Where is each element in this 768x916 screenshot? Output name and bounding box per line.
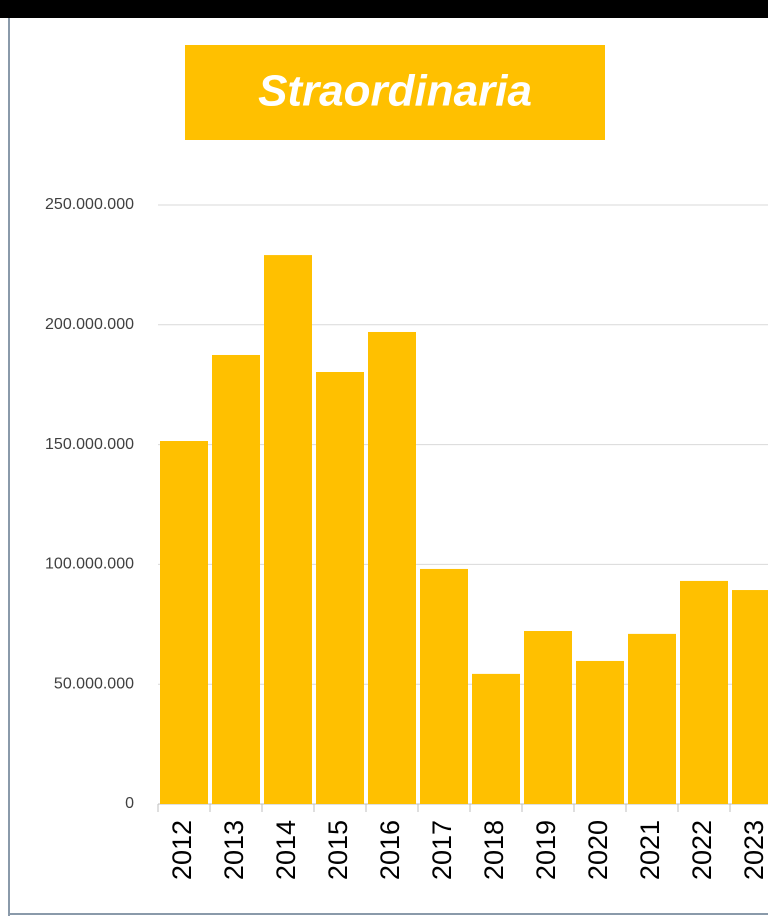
x-tick-label: 2017 <box>427 820 457 880</box>
x-tick-label: 2015 <box>323 820 353 880</box>
x-tick-label: 2013 <box>219 820 249 880</box>
bar <box>524 631 572 804</box>
y-tick-label: 250.000.000 <box>45 196 134 213</box>
bar <box>264 255 312 804</box>
title-box <box>185 45 605 140</box>
x-tick-label: 2023 <box>739 820 768 880</box>
x-tick-label: 2012 <box>167 820 197 880</box>
x-tick-label: 2014 <box>271 820 301 880</box>
top-bar <box>0 0 768 18</box>
y-tick-label: 200.000.000 <box>45 316 134 333</box>
x-tick-label: 2018 <box>479 820 509 880</box>
bar <box>472 673 520 804</box>
x-tick-label: 2019 <box>531 820 561 880</box>
bar <box>680 580 728 804</box>
y-tick-label: 150.000.000 <box>45 436 134 453</box>
x-tick-label: 2020 <box>583 820 613 880</box>
bar <box>420 568 468 804</box>
bar <box>212 354 260 804</box>
y-tick-label: 0 <box>125 795 134 812</box>
bar <box>576 660 624 804</box>
x-tick-label: 2016 <box>375 820 405 880</box>
x-tick-label: 2021 <box>635 820 665 880</box>
bar <box>160 441 208 804</box>
y-tick-label: 50.000.000 <box>54 675 134 692</box>
bar <box>628 633 676 804</box>
bar <box>368 331 416 804</box>
chart-title: Straordinaria <box>258 67 532 116</box>
bar <box>732 590 768 804</box>
x-tick-label: 2022 <box>687 820 717 880</box>
y-tick-label: 100.000.000 <box>45 556 134 573</box>
bar <box>316 372 364 804</box>
